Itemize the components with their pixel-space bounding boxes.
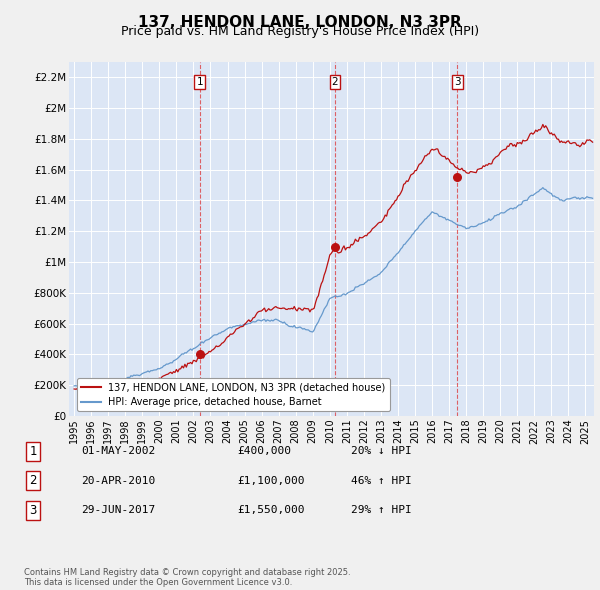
Text: 3: 3	[29, 504, 37, 517]
Text: £1,100,000: £1,100,000	[237, 476, 305, 486]
Text: 2: 2	[332, 77, 338, 87]
Text: 01-MAY-2002: 01-MAY-2002	[81, 447, 155, 456]
Text: 29-JUN-2017: 29-JUN-2017	[81, 506, 155, 515]
Text: 1: 1	[29, 445, 37, 458]
Text: 29% ↑ HPI: 29% ↑ HPI	[351, 506, 412, 515]
Point	[195, 350, 205, 359]
Text: 3: 3	[454, 77, 461, 87]
Text: Contains HM Land Registry data © Crown copyright and database right 2025.
This d: Contains HM Land Registry data © Crown c…	[24, 568, 350, 587]
Text: £400,000: £400,000	[237, 447, 291, 456]
Text: 20-APR-2010: 20-APR-2010	[81, 476, 155, 486]
Text: Price paid vs. HM Land Registry's House Price Index (HPI): Price paid vs. HM Land Registry's House …	[121, 25, 479, 38]
Text: 46% ↑ HPI: 46% ↑ HPI	[351, 476, 412, 486]
Text: 137, HENDON LANE, LONDON, N3 3PR: 137, HENDON LANE, LONDON, N3 3PR	[138, 15, 462, 30]
Point	[452, 173, 462, 182]
Text: 2: 2	[29, 474, 37, 487]
Legend: 137, HENDON LANE, LONDON, N3 3PR (detached house), HPI: Average price, detached : 137, HENDON LANE, LONDON, N3 3PR (detach…	[77, 378, 389, 411]
Text: 20% ↓ HPI: 20% ↓ HPI	[351, 447, 412, 456]
Text: £1,550,000: £1,550,000	[237, 506, 305, 515]
Point	[330, 242, 340, 251]
Text: 1: 1	[196, 77, 203, 87]
